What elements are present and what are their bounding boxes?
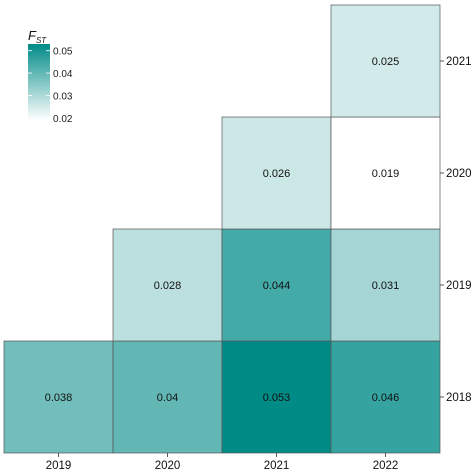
legend-title-sub: ST [36, 36, 47, 45]
cell-value-label: 0.044 [263, 280, 291, 292]
x-tick-label: 2022 [373, 460, 399, 472]
cell-value-label: 0.019 [372, 168, 400, 180]
y-axis: 2018 2019 2020 2021 [440, 56, 472, 404]
y-tick-label: 2018 [446, 392, 472, 404]
cell-value-label: 0.028 [154, 280, 182, 292]
heatmap-cell [3, 340, 114, 454]
heatmap-cell [221, 340, 332, 454]
cell-value-label: 0.025 [372, 56, 400, 68]
legend-tick-label: 0.05 [53, 47, 73, 58]
cell-value-label: 0.053 [263, 392, 291, 404]
heatmap-cells: 0.038 0.04 0.053 0.046 0.028 0.044 0.031 0.026 0… [3, 4, 441, 454]
heatmap-cell [330, 228, 441, 342]
x-tick-label: 2020 [155, 460, 181, 472]
legend-title: FST [28, 28, 47, 45]
cell-value-label: 0.031 [372, 280, 400, 292]
heatmap-cell [221, 116, 332, 230]
y-tick-label: 2021 [446, 56, 472, 68]
legend-tick-label: 0.04 [53, 69, 73, 80]
x-tick-label: 2019 [46, 460, 72, 472]
cell-value-label: 0.046 [372, 392, 400, 404]
legend-tick-label: 0.03 [53, 91, 73, 102]
x-axis: 2019 2020 2021 2022 [46, 453, 399, 472]
heatmap-cell [221, 228, 332, 342]
cell-value-label: 0.026 [263, 168, 291, 180]
legend-colorbar [28, 44, 50, 120]
y-tick-label: 2019 [446, 280, 472, 292]
heatmap-cell [330, 4, 441, 118]
cell-value-label: 0.038 [45, 392, 73, 404]
color-legend: FST 0.05 0.04 0.03 0.02 [28, 28, 73, 125]
legend-tick-label: 0.02 [53, 114, 73, 125]
legend-title-main: F [28, 28, 37, 43]
heatmap-cell [112, 228, 223, 342]
heatmap-cell [330, 116, 441, 230]
x-tick-label: 2021 [264, 460, 290, 472]
cell-value-label: 0.04 [157, 392, 178, 404]
y-tick-label: 2020 [446, 168, 472, 180]
